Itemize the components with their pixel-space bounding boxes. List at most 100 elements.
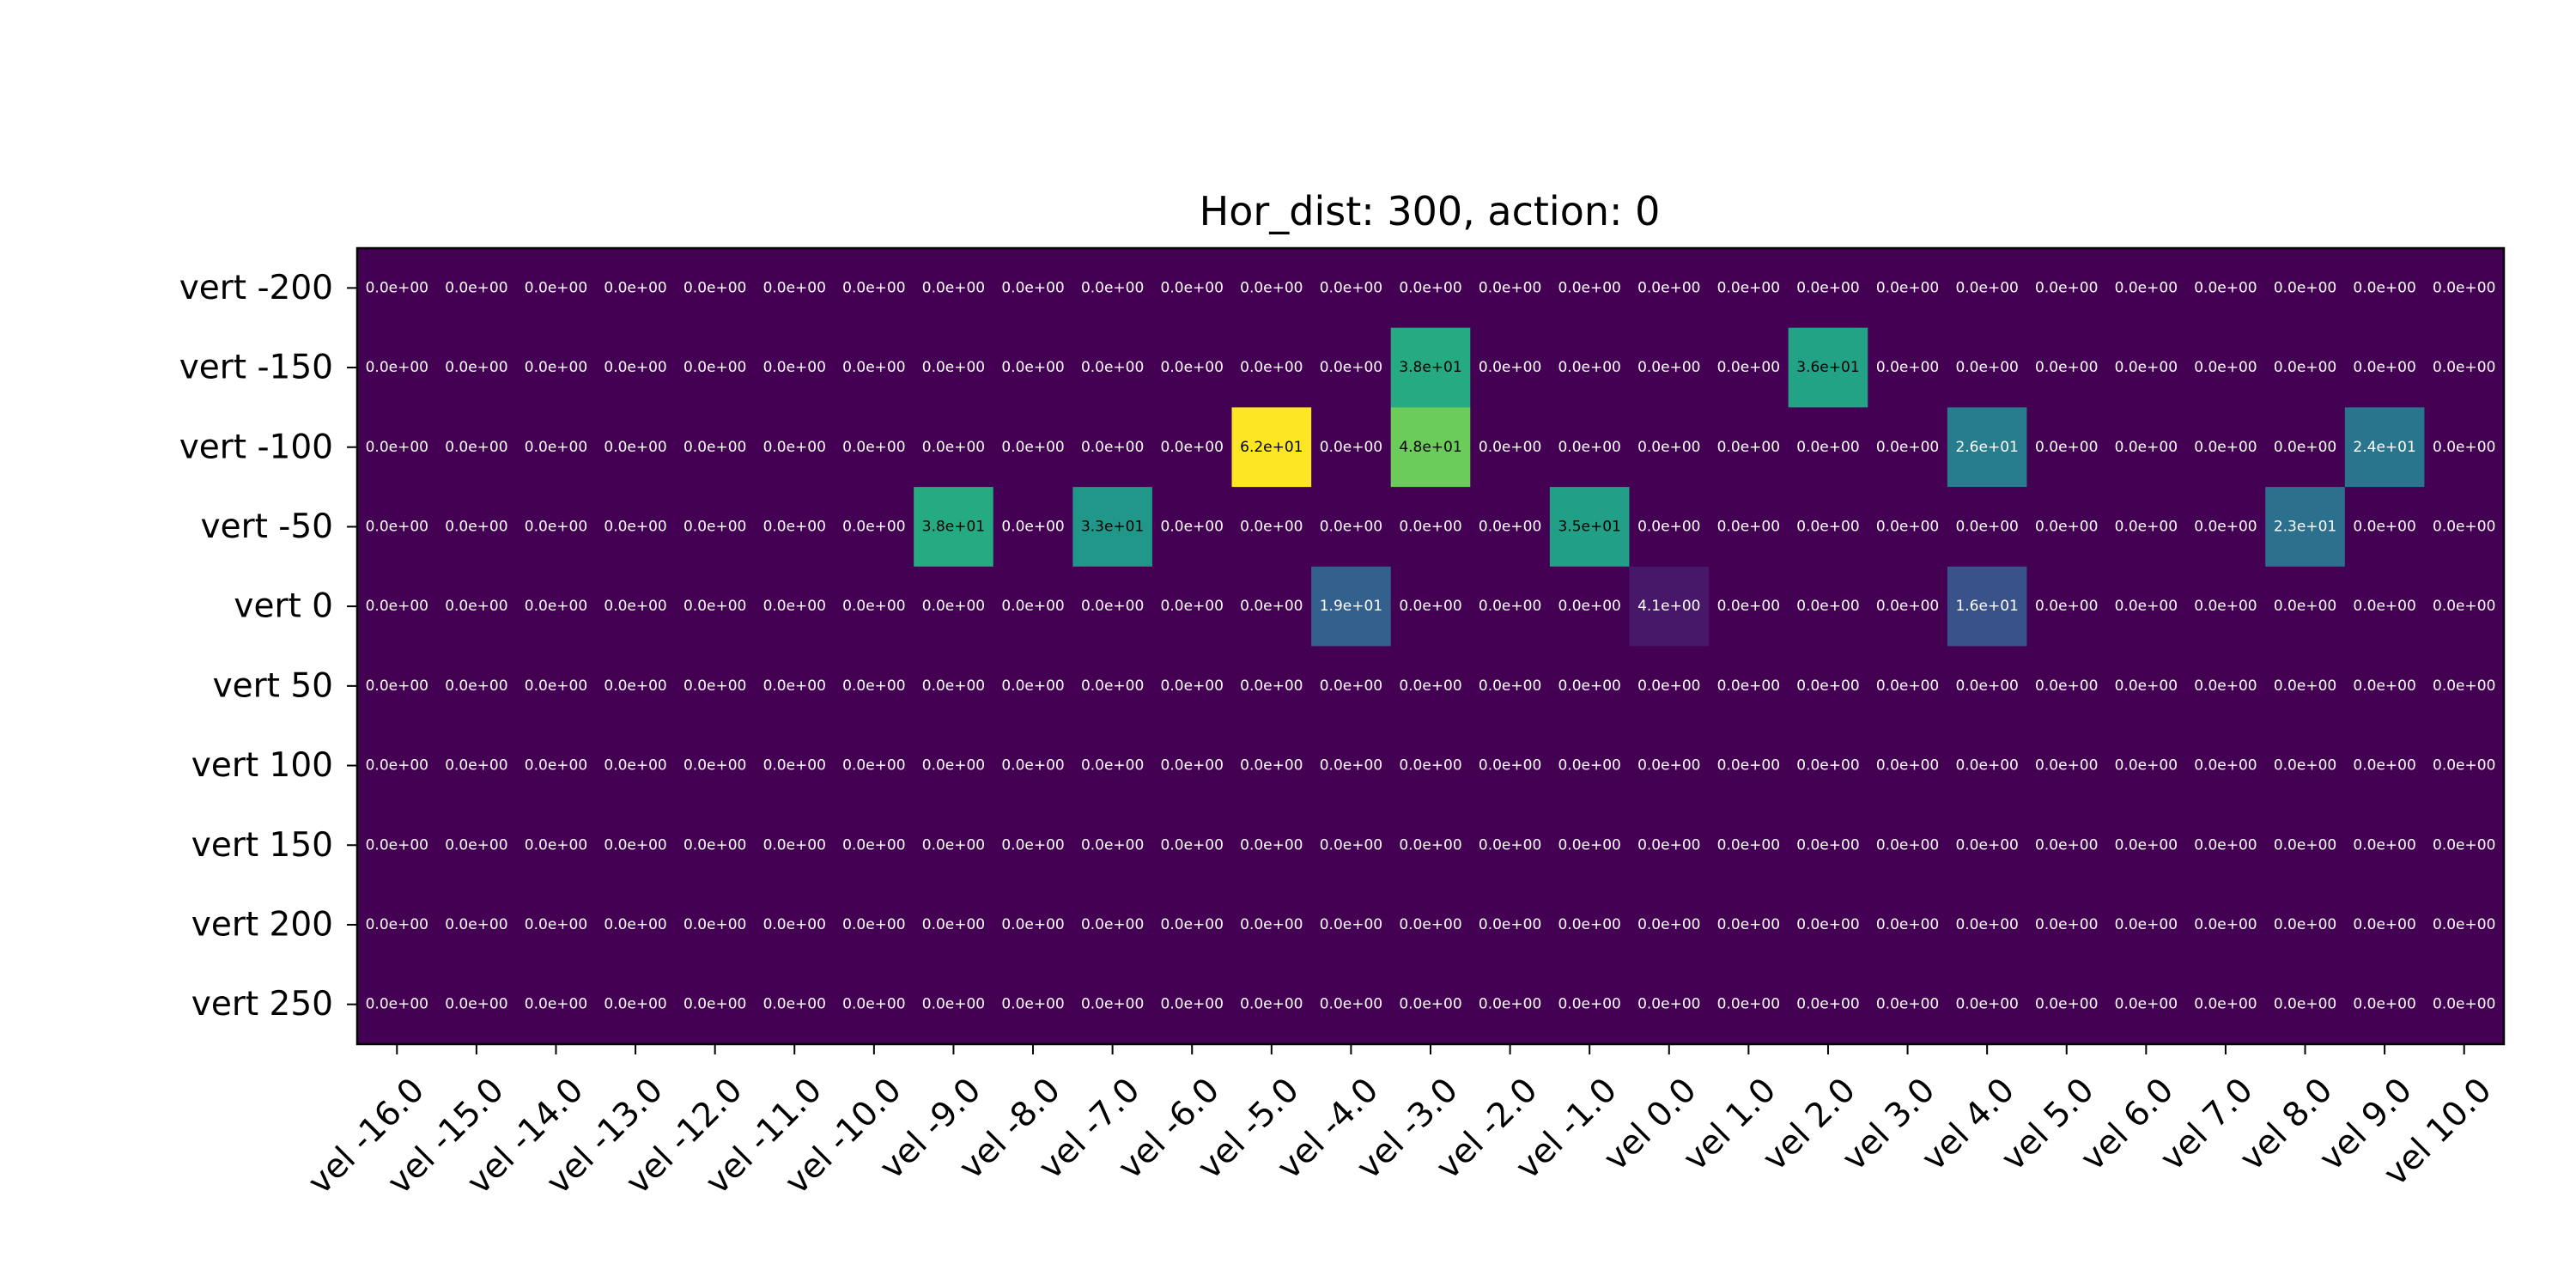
cell-value-label: 0.0e+00 (445, 518, 507, 535)
cell-value-label: 0.0e+00 (1001, 518, 1064, 535)
cell-value-label: 0.0e+00 (1955, 518, 2018, 535)
cell-value-label: 1.9e+01 (1320, 598, 1382, 615)
cell-value-label: 0.0e+00 (2035, 279, 2098, 296)
y-tick-label: vert 150 (191, 826, 333, 865)
heatmap-cell (1788, 964, 1868, 1045)
heatmap-cell (1231, 726, 1312, 806)
cell-value-label: 0.0e+00 (1161, 439, 1224, 456)
heatmap-cell (675, 964, 756, 1045)
heatmap-cell (675, 487, 756, 568)
cell-value-label: 0.0e+00 (1161, 996, 1224, 1013)
cell-value-label: 0.0e+00 (1320, 757, 1382, 775)
y-tick-label: vert 200 (191, 905, 333, 944)
heatmap-cell (595, 805, 676, 886)
cell-value-label: 0.0e+00 (2035, 757, 2098, 775)
cell-value-label: 0.0e+00 (1479, 359, 1541, 376)
cell-value-label: 0.0e+00 (2115, 359, 2178, 376)
heatmap-cell (1311, 964, 1392, 1045)
y-tick-label: vert 50 (213, 666, 333, 705)
heatmap-cell (595, 646, 676, 726)
cell-value-label: 0.0e+00 (1717, 996, 1780, 1013)
cell-value-label: 0.0e+00 (1240, 757, 1303, 775)
cell-value-label: 0.0e+00 (2433, 359, 2495, 376)
heatmap-cell (2344, 566, 2425, 647)
cell-value-label: 0.0e+00 (1637, 518, 1700, 535)
cell-value-label: 0.0e+00 (1399, 518, 1461, 535)
heatmap-cell (1470, 884, 1551, 965)
heatmap-cell (357, 964, 438, 1045)
cell-value-label: 0.0e+00 (1796, 677, 1859, 695)
cell-value-label: 0.0e+00 (1796, 836, 1859, 854)
cell-value-label: 0.0e+00 (525, 279, 587, 296)
y-tick-label: vert -100 (179, 428, 333, 466)
heatmap-cell (2344, 964, 2425, 1045)
heatmap-cell (993, 327, 1073, 408)
heatmap-cell (1390, 805, 1471, 886)
heatmap-cell (1390, 327, 1471, 408)
cell-value-label: 0.0e+00 (1081, 439, 1144, 456)
cell-value-label: 0.0e+00 (604, 836, 666, 854)
cell-value-label: 0.0e+00 (683, 836, 746, 854)
heatmap-cell (2344, 248, 2425, 329)
heatmap-cell (595, 487, 676, 568)
heatmap-cell (1709, 646, 1789, 726)
heatmap-cell (754, 407, 835, 488)
cell-value-label: 0.0e+00 (2274, 279, 2336, 296)
cell-value-label: 3.8e+01 (922, 518, 985, 535)
cell-value-label: 0.0e+00 (604, 996, 666, 1013)
heatmap-cell (1709, 884, 1789, 965)
cell-value-label: 0.0e+00 (1637, 996, 1700, 1013)
heatmap-cell (2185, 566, 2266, 647)
heatmap-cell (357, 407, 438, 488)
heatmap-cell (2106, 964, 2187, 1045)
heatmap-cell (357, 248, 438, 329)
heatmap-cell (2106, 248, 2187, 329)
cell-value-label: 0.0e+00 (2115, 677, 2178, 695)
heatmap-cell (1470, 805, 1551, 886)
heatmap-cell (2185, 248, 2266, 329)
heatmap-cell (1390, 964, 1471, 1045)
cell-value-label: 6.2e+01 (1240, 439, 1303, 456)
cell-value-label: 0.0e+00 (1320, 836, 1382, 854)
heatmap-cell (914, 884, 994, 965)
heatmap-cell (1947, 407, 2027, 488)
cell-value-label: 0.0e+00 (2115, 916, 2178, 933)
cell-value-label: 0.0e+00 (1955, 996, 2018, 1013)
heatmap-cell (2424, 726, 2505, 806)
heatmap-cell (1629, 884, 1710, 965)
heatmap-cell (1868, 805, 1948, 886)
heatmap-cell (834, 884, 914, 965)
heatmap-cell (516, 884, 597, 965)
cell-value-label: 0.0e+00 (1637, 359, 1700, 376)
cell-value-label: 0.0e+00 (1558, 439, 1620, 456)
cell-value-label: 0.0e+00 (683, 518, 746, 535)
cell-value-label: 0.0e+00 (763, 916, 826, 933)
cell-value-label: 0.0e+00 (1320, 518, 1382, 535)
heatmap-cell (2026, 964, 2107, 1045)
heatmap-cell (1788, 884, 1868, 965)
cell-value-label: 0.0e+00 (1001, 996, 1064, 1013)
heatmap-cell (1629, 726, 1710, 806)
heatmap-cell (1709, 407, 1789, 488)
heatmap-cell (2424, 964, 2505, 1045)
heatmap-cell (2026, 884, 2107, 965)
cell-value-label: 0.0e+00 (445, 757, 507, 775)
heatmap-cell (754, 964, 835, 1045)
heatmap-cell (436, 726, 517, 806)
heatmap-cell (1629, 805, 1710, 886)
cell-value-label: 0.0e+00 (2035, 836, 2098, 854)
heatmap-cell (1311, 487, 1392, 568)
cell-value-label: 0.0e+00 (1001, 836, 1064, 854)
cell-value-label: 0.0e+00 (525, 996, 587, 1013)
cell-value-label: 0.0e+00 (2194, 359, 2257, 376)
cell-value-label: 0.0e+00 (1717, 836, 1780, 854)
heatmap-cell (1390, 487, 1471, 568)
cell-value-label: 0.0e+00 (445, 916, 507, 933)
heatmap-cell (2265, 805, 2346, 886)
cell-value-label: 0.0e+00 (2194, 836, 2257, 854)
heatmap-cell (2424, 487, 2505, 568)
heatmap-cell (1788, 327, 1868, 408)
heatmap-cell (516, 327, 597, 408)
heatmap-cell (2265, 884, 2346, 965)
cell-value-label: 0.0e+00 (1876, 359, 1939, 376)
